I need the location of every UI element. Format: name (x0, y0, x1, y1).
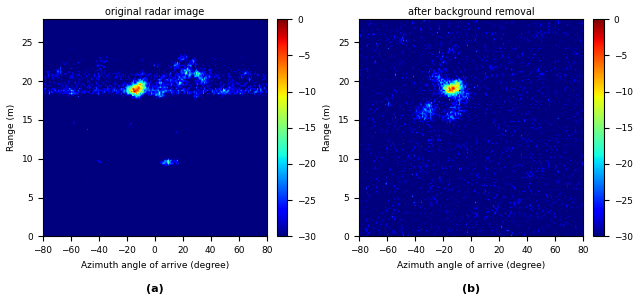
Text: (b): (b) (462, 284, 480, 294)
Y-axis label: Range (m): Range (m) (7, 104, 16, 151)
X-axis label: Azimuth angle of arrive (degree): Azimuth angle of arrive (degree) (81, 261, 229, 270)
Y-axis label: Range (m): Range (m) (323, 104, 332, 151)
X-axis label: Azimuth angle of arrive (degree): Azimuth angle of arrive (degree) (397, 261, 545, 270)
Title: original radar image: original radar image (105, 7, 204, 17)
Text: (a): (a) (146, 284, 164, 294)
Title: after background removal: after background removal (408, 7, 534, 17)
